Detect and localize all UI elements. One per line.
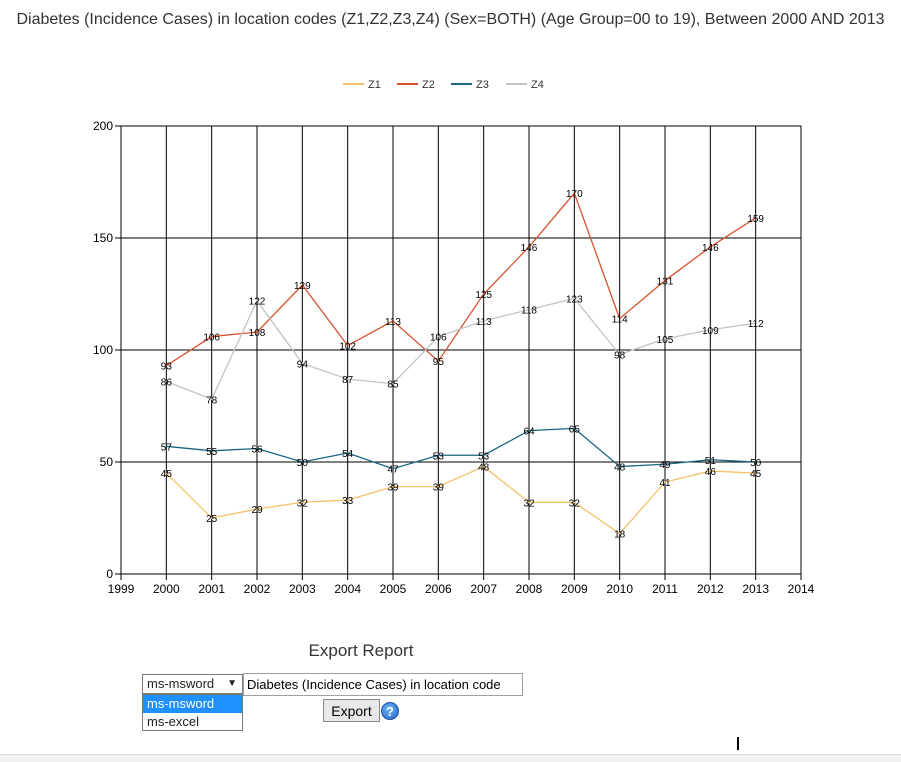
x-tick-label: 2011 [652, 582, 678, 596]
data-label-z1: 32 [297, 498, 309, 509]
data-label-z4: 85 [387, 380, 399, 391]
data-label-z4: 123 [566, 294, 583, 305]
legend-label-z2: Z2 [422, 79, 435, 91]
text-cursor-icon [737, 737, 739, 750]
data-label-z4: 78 [206, 395, 218, 406]
x-tick-label: 2009 [561, 582, 588, 596]
data-label-z2: 146 [521, 243, 538, 254]
data-label-z2: 93 [161, 362, 173, 373]
x-tick-label: 2006 [425, 582, 452, 596]
data-label-z2: 131 [657, 277, 674, 288]
data-label-z2: 106 [203, 333, 220, 344]
series-line-z3 [166, 427, 756, 470]
data-label-z2: 114 [612, 315, 628, 326]
x-tick-label: 2007 [470, 582, 497, 596]
export-format-selected: ms-msword [147, 676, 215, 691]
x-tick-label: 2003 [289, 582, 316, 596]
export-format-select[interactable]: ms-msword ▼ [142, 674, 243, 694]
data-label-z2: 95 [433, 357, 445, 368]
data-label-z2: 170 [566, 189, 583, 200]
data-label-z1: 25 [206, 514, 218, 525]
data-label-z3: 56 [251, 445, 263, 456]
data-label-z1: 32 [523, 498, 535, 509]
data-label-z4: 86 [161, 377, 173, 388]
data-label-z3: 57 [161, 442, 173, 453]
x-tick-label: 2004 [334, 582, 361, 596]
x-tick-label: 2014 [788, 582, 815, 596]
data-label-z1: 39 [387, 483, 399, 494]
export-format-dropdown-list: ms-msword ms-excel [142, 694, 243, 731]
data-label-z4: 118 [521, 306, 537, 317]
y-tick-label: 150 [93, 231, 113, 245]
data-label-z3: 54 [342, 449, 354, 460]
data-label-z2: 159 [747, 214, 764, 225]
data-label-z3: 53 [433, 451, 445, 462]
data-label-z3: 64 [523, 427, 535, 438]
legend-label-z3: Z3 [476, 79, 489, 91]
report-name-input[interactable] [243, 673, 523, 696]
data-label-z1: 45 [750, 469, 762, 480]
y-tick-label: 50 [100, 455, 114, 469]
data-label-z1: 32 [569, 498, 581, 509]
data-label-z1: 18 [614, 530, 626, 541]
data-label-z2: 113 [385, 317, 401, 328]
bottom-bar [0, 754, 901, 762]
data-label-z4: 87 [342, 375, 354, 386]
data-label-z3: 53 [478, 451, 490, 462]
x-tick-label: 2010 [606, 582, 633, 596]
data-label-z4: 94 [297, 359, 309, 370]
data-label-z2: 129 [294, 281, 311, 292]
series-line-z2 [165, 191, 757, 367]
data-label-z2: 108 [249, 328, 266, 339]
x-tick-label: 1999 [108, 582, 135, 596]
data-label-z3: 48 [614, 462, 626, 473]
data-label-z2: 102 [339, 342, 356, 353]
legend-label-z1: Z1 [368, 79, 381, 91]
legend-label-z4: Z4 [531, 79, 544, 91]
data-label-z3: 49 [659, 460, 671, 471]
x-tick-label: 2012 [697, 582, 724, 596]
series-line-z1 [165, 465, 756, 535]
data-label-z1: 48 [478, 462, 490, 473]
x-tick-label: 2008 [516, 582, 543, 596]
x-tick-label: 2013 [742, 582, 769, 596]
y-tick-label: 100 [93, 343, 113, 357]
data-label-z4: 113 [476, 317, 492, 328]
y-tick-label: 0 [106, 567, 113, 581]
data-label-z3: 65 [569, 424, 581, 435]
series-line-z4 [166, 297, 756, 401]
x-tick-label: 2002 [244, 582, 271, 596]
data-label-z3: 55 [206, 447, 218, 458]
x-tick-label: 2000 [153, 582, 180, 596]
data-label-z3: 51 [705, 456, 717, 467]
data-label-z4: 112 [748, 319, 764, 330]
export-button[interactable]: Export [323, 699, 380, 722]
format-option-msword[interactable]: ms-msword [143, 695, 242, 713]
data-label-z1: 33 [342, 496, 354, 507]
data-label-z4: 98 [614, 350, 626, 361]
chevron-down-icon: ▼ [227, 678, 237, 689]
data-label-z1: 29 [251, 505, 263, 516]
data-label-z1: 46 [705, 467, 717, 478]
data-label-z2: 125 [475, 290, 492, 301]
data-label-z3: 50 [750, 458, 762, 469]
help-question-icon[interactable]: ? [381, 702, 399, 720]
data-label-z4: 122 [249, 297, 266, 308]
data-label-z1: 39 [433, 483, 445, 494]
data-label-z3: 50 [297, 458, 309, 469]
data-label-z4: 105 [657, 335, 674, 346]
data-label-z1: 45 [161, 469, 173, 480]
line-chart: 1999 2000 2001 2002 2003 2004 2005 2006 2007 2008… [93, 79, 815, 596]
export-report-title: Export Report [308, 641, 414, 660]
y-tick-label: 200 [93, 119, 113, 133]
data-label-z4: 109 [702, 326, 719, 337]
data-label-z2: 146 [702, 243, 719, 254]
x-tick-label: 2001 [198, 582, 225, 596]
data-label-z3: 47 [387, 465, 399, 476]
data-label-z1: 41 [659, 478, 671, 489]
chart-title: Diabetes (Incidence Cases) in location c… [16, 11, 885, 28]
format-option-msexcel[interactable]: ms-excel [147, 714, 200, 729]
x-tick-label: 2005 [380, 582, 407, 596]
data-label-z4: 106 [430, 333, 447, 344]
